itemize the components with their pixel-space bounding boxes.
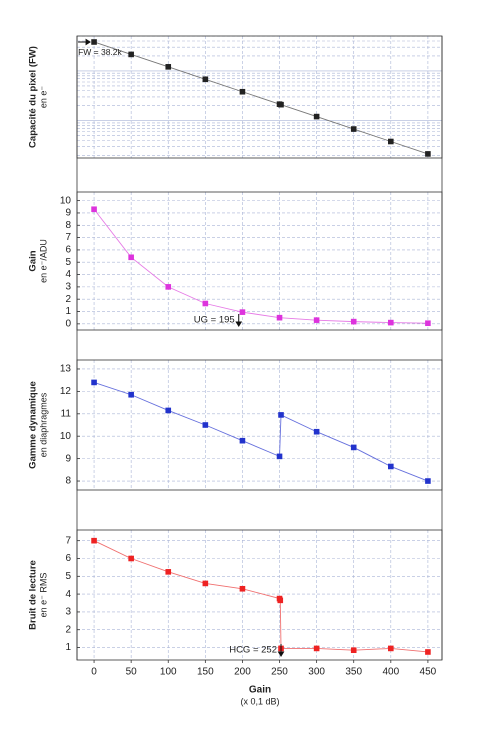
y-tick-label: 9 <box>65 453 71 464</box>
x-axis-title: Gain <box>249 685 271 696</box>
marker <box>91 379 97 386</box>
marker <box>388 463 394 470</box>
series-line <box>93 381 429 482</box>
marker <box>91 206 97 213</box>
marker <box>350 126 357 132</box>
series-line <box>93 208 428 324</box>
y-tick-label: 13 <box>60 364 72 375</box>
y-axis-title: Gamme dynamique <box>28 381 39 469</box>
y-axis-subtitle: en diaphragmes <box>38 392 48 457</box>
y-tick-label: 5 <box>65 571 71 582</box>
annotation: HCG = 252 <box>229 645 277 656</box>
x-tick-label: 250 <box>271 667 288 678</box>
marker <box>425 478 431 484</box>
x-tick-label: 450 <box>420 667 437 678</box>
marker <box>202 76 209 83</box>
y-tick-label: 3 <box>65 282 71 293</box>
y-tick-label: 4 <box>65 589 71 600</box>
marker <box>350 647 357 654</box>
marker <box>350 444 357 451</box>
x-tick-label: 200 <box>234 667 251 678</box>
marker <box>202 300 209 307</box>
marker <box>128 51 134 58</box>
marker <box>278 412 284 418</box>
marker <box>276 314 283 321</box>
marker <box>239 437 246 444</box>
marker <box>277 597 284 604</box>
y-tick-label: 7 <box>65 232 71 243</box>
y-tick-label: 0 <box>65 318 71 329</box>
y-axis-subtitle: en e⁻/ADU <box>38 239 48 283</box>
marker <box>128 254 134 261</box>
y-axis-subtitle: en e⁻ <box>38 86 48 109</box>
x-tick-label: 350 <box>345 667 362 678</box>
y-tick-label: 2 <box>65 294 71 305</box>
marker <box>91 39 97 45</box>
marker <box>128 391 134 398</box>
series-line <box>93 41 429 155</box>
plot-frame <box>76 529 443 661</box>
marker <box>388 319 394 326</box>
annotation: UG = 195 <box>194 315 235 326</box>
marker <box>165 569 172 575</box>
y-axis-title: Bruit de lecture <box>28 560 39 630</box>
marker <box>165 407 172 414</box>
x-tick-label: 50 <box>126 667 138 678</box>
marker <box>388 645 394 652</box>
y-tick-label: 1 <box>65 642 71 653</box>
y-tick-label: 10 <box>60 431 72 442</box>
marker <box>239 585 246 592</box>
annotation-arrow <box>235 314 243 327</box>
marker <box>202 422 209 428</box>
y-tick-label: 3 <box>65 607 71 618</box>
x-axis-subtitle: (x 0,1 dB) <box>240 696 279 706</box>
y-tick-label: 7 <box>65 535 71 546</box>
plot-frame <box>76 359 443 491</box>
marker <box>239 309 246 315</box>
annotation-arrow <box>78 38 92 46</box>
y-tick-label: 6 <box>65 553 71 564</box>
marker <box>425 320 431 327</box>
x-tick-label: 100 <box>160 667 177 678</box>
marker <box>313 317 320 323</box>
y-axis-title: Gain <box>28 250 39 271</box>
x-tick-label: 300 <box>308 667 325 678</box>
y-tick-label: 1 <box>65 306 71 317</box>
annotation: FW = 38.2k <box>78 47 122 57</box>
y-axis-subtitle: en e⁻ RMS <box>38 573 48 618</box>
y-tick-label: 5 <box>65 257 71 268</box>
marker <box>313 645 320 652</box>
marker <box>276 453 283 460</box>
y-tick-label: 6 <box>65 245 71 256</box>
y-tick-label: 8 <box>65 476 71 487</box>
series-line <box>93 540 428 653</box>
y-tick-label: 4 <box>65 269 71 280</box>
marker <box>313 428 320 435</box>
y-tick-label: 10 <box>60 195 72 206</box>
marker <box>388 138 394 145</box>
x-tick-label: 400 <box>382 667 399 678</box>
marker <box>350 318 357 325</box>
marker <box>91 537 97 544</box>
y-tick-label: 11 <box>61 408 72 419</box>
marker <box>313 113 320 120</box>
marker <box>128 555 134 562</box>
x-tick-label: 150 <box>197 667 214 678</box>
marker <box>239 88 246 95</box>
y-tick-label: 2 <box>65 624 71 635</box>
marker <box>165 284 172 290</box>
x-tick-label: 0 <box>91 667 97 678</box>
marker <box>278 101 284 108</box>
y-tick-label: 12 <box>60 386 72 397</box>
marker <box>425 151 431 157</box>
y-axis-title: Capacité du pixel (FW) <box>28 46 39 148</box>
y-tick-label: 8 <box>65 220 71 231</box>
annotation-arrow <box>277 644 285 657</box>
y-tick-label: 9 <box>65 208 71 219</box>
marker <box>425 649 431 655</box>
marker <box>165 64 172 70</box>
marker <box>202 580 209 587</box>
